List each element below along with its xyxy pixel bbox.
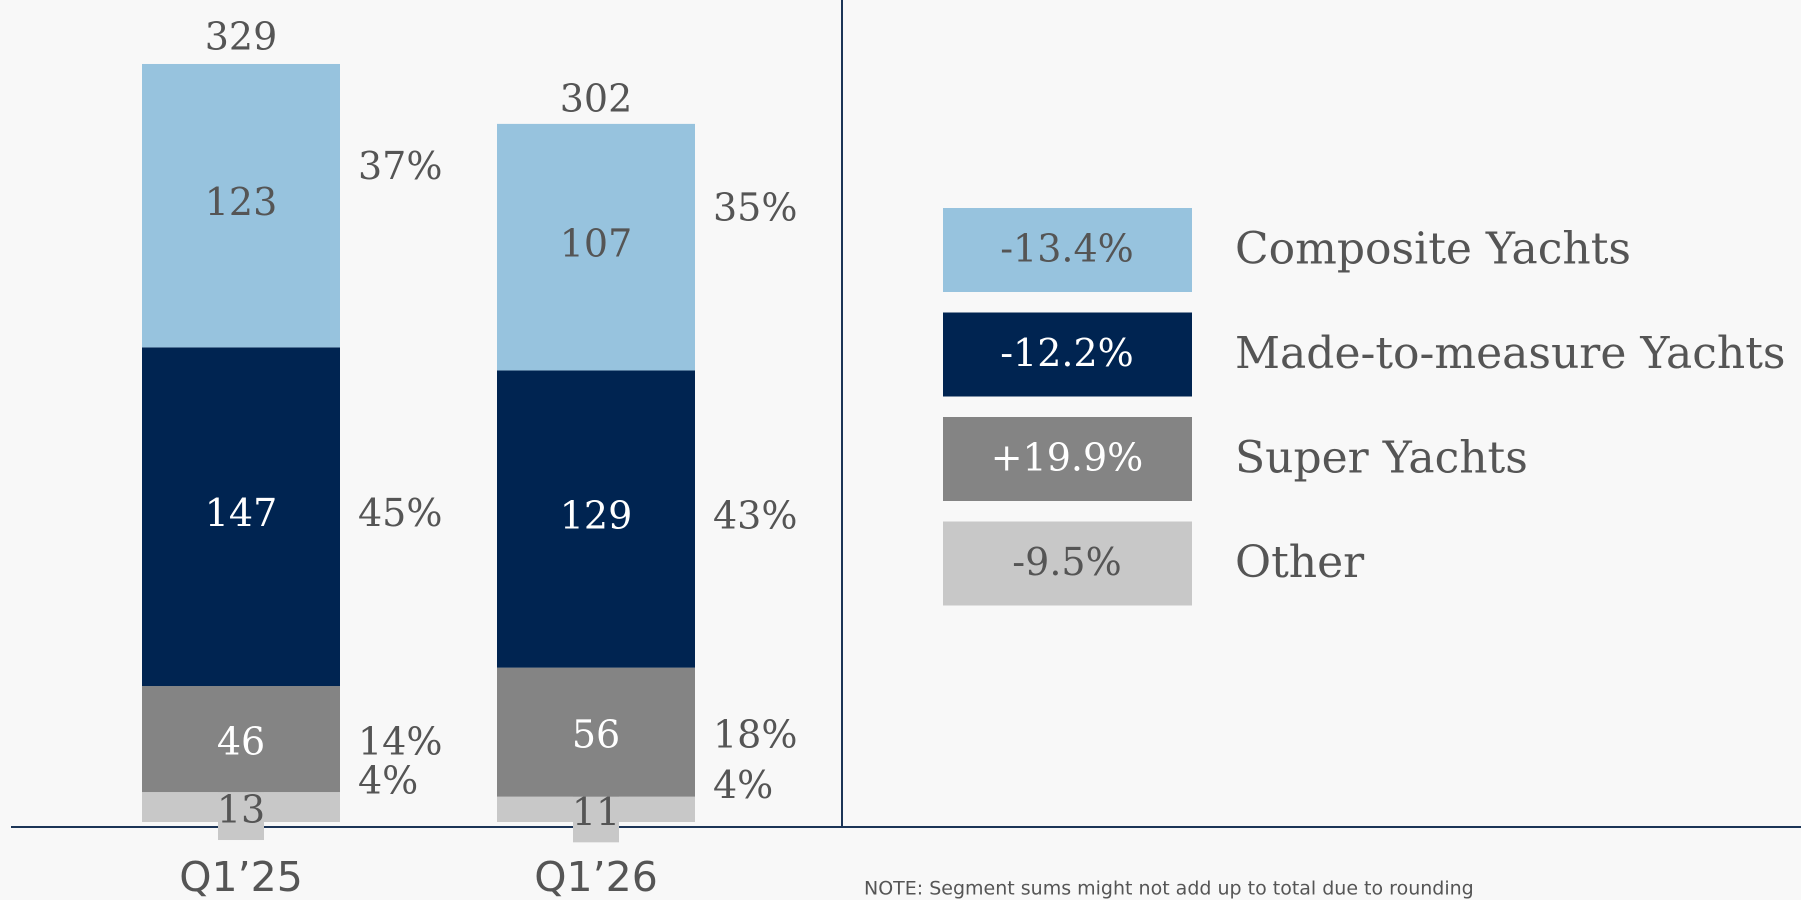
legend-swatch — [943, 417, 1192, 501]
legend-change: -9.5% — [1012, 540, 1121, 584]
legend-label: Super Yachts — [1235, 433, 1528, 484]
legend-change: -13.4% — [1000, 227, 1134, 271]
total-label: 329 — [205, 14, 278, 58]
share-label: 18% — [713, 713, 797, 757]
label-box — [573, 788, 619, 843]
bar-segment — [142, 686, 340, 793]
share-label: 14% — [358, 720, 442, 764]
legend-label: Made-to-measure Yachts — [1235, 328, 1785, 379]
segment-label: 107 — [560, 222, 633, 266]
share-label: 43% — [713, 494, 797, 538]
share-label: 37% — [358, 144, 442, 188]
bar-segment — [497, 370, 695, 668]
segment-label: 13 — [217, 788, 265, 832]
share-label: 45% — [358, 491, 442, 535]
label-box — [218, 786, 264, 841]
bar-segment — [497, 123, 695, 371]
legend-swatch — [943, 312, 1192, 397]
x-tick-label: Q1’26 — [534, 853, 658, 900]
total-label: 302 — [560, 77, 633, 121]
legend-label: Composite Yachts — [1235, 224, 1631, 275]
segment-label: 129 — [560, 494, 633, 538]
legend-swatch — [943, 208, 1192, 292]
segment-label: 123 — [205, 180, 278, 224]
bar-segment — [497, 667, 695, 797]
legend-change: -12.2% — [1000, 331, 1134, 375]
legend-swatch — [943, 521, 1192, 606]
share-label: 4% — [358, 759, 418, 803]
segment-label: 56 — [572, 713, 620, 757]
note: NOTE: Segment sums might not add up to t… — [864, 878, 1474, 900]
x-tick-label: Q1’25 — [179, 853, 303, 900]
bar-segment — [142, 63, 340, 348]
segment-label: 46 — [217, 720, 265, 764]
legend-change: +19.9% — [991, 436, 1144, 480]
legend-label: Other — [1235, 537, 1365, 588]
share-label: 35% — [713, 186, 797, 230]
segment-label: 147 — [205, 491, 278, 535]
bar-segment — [142, 347, 340, 687]
segment-label: 11 — [572, 790, 620, 834]
share-label: 4% — [713, 763, 773, 807]
